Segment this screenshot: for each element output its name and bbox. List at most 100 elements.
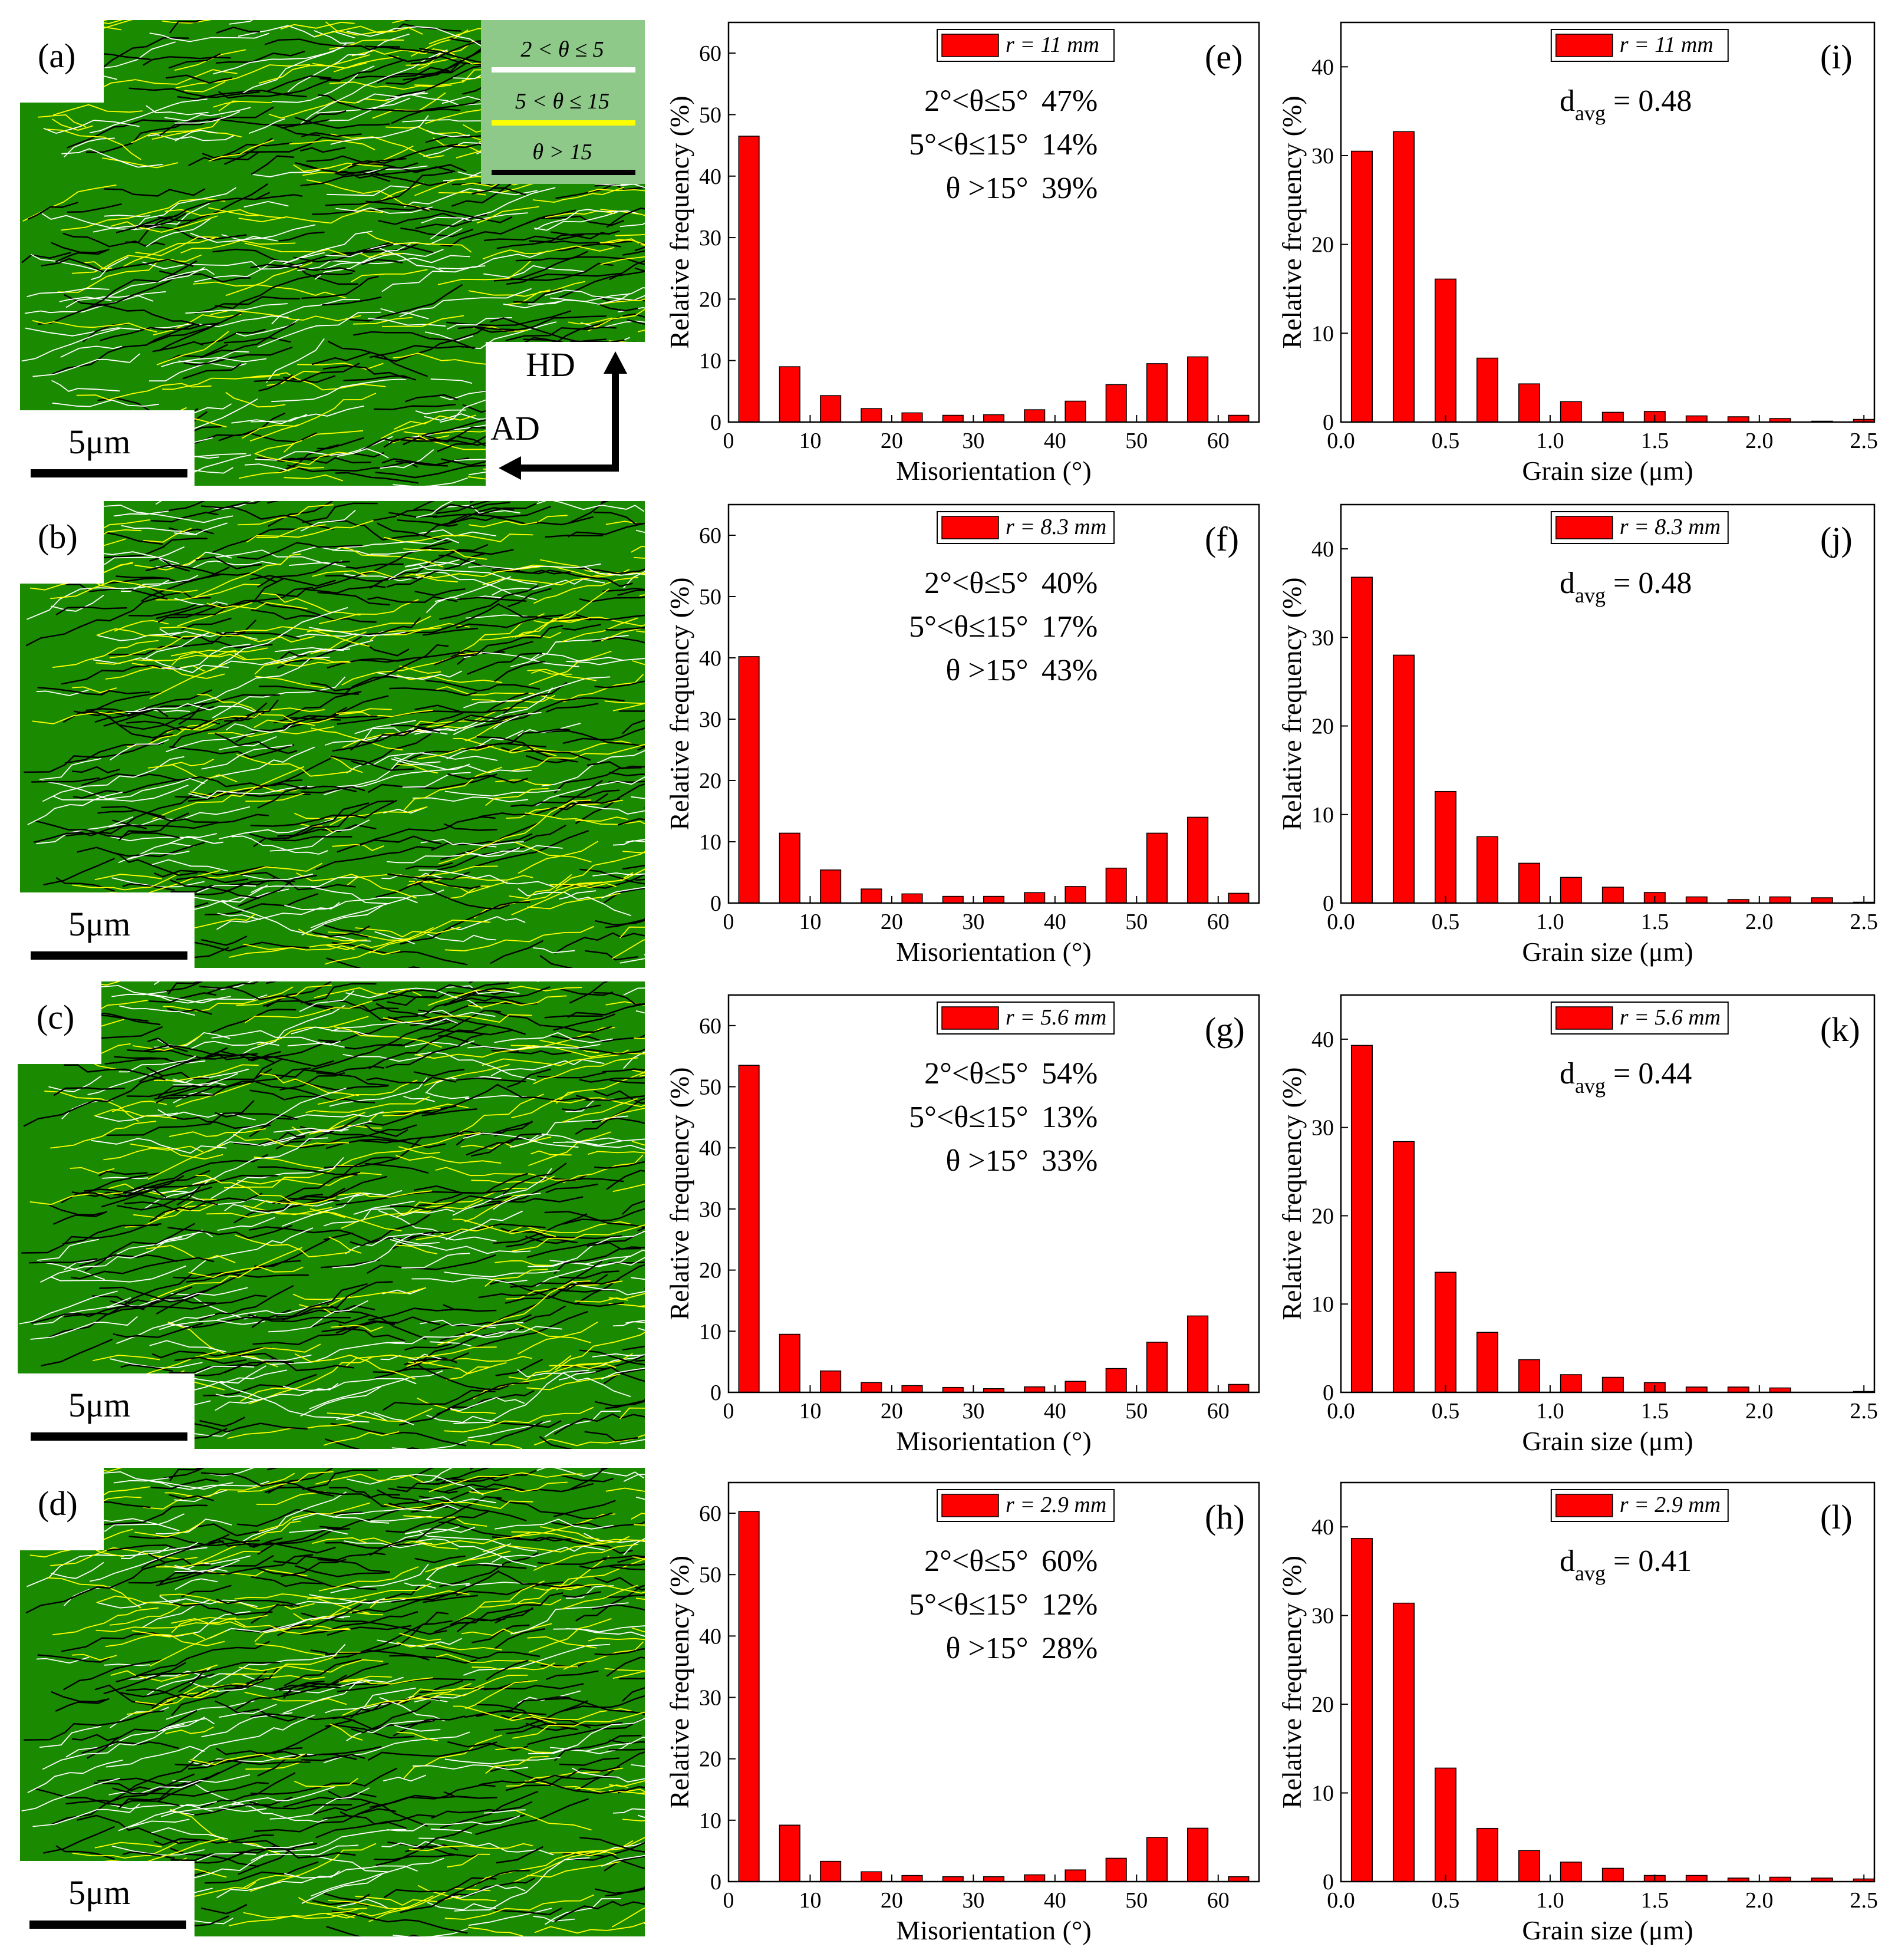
grain-boundary-line — [293, 1611, 384, 1621]
grain-boundary-line — [335, 206, 433, 214]
grain-boundary-line — [120, 1541, 199, 1559]
grain-boundary-line — [535, 209, 638, 230]
grain-boundary-line — [437, 1280, 591, 1346]
grain-boundary-line — [350, 727, 440, 751]
grain-boundary-line — [450, 505, 551, 523]
grain-boundary-line — [254, 1813, 360, 1833]
grain-boundary-line — [238, 1004, 345, 1057]
grain-boundary-line — [588, 1151, 645, 1155]
grain-boundary-line — [124, 1201, 179, 1212]
grain-boundary-line — [456, 1563, 527, 1569]
grain-boundary-line — [533, 947, 575, 954]
grain-boundary-line — [495, 1747, 552, 1753]
grain-boundary-line — [515, 841, 592, 863]
grain-boundary-line — [416, 501, 453, 518]
bar-g-1 — [779, 1333, 800, 1393]
grain-boundary-line — [527, 1636, 597, 1649]
grain-boundary-line — [474, 697, 625, 729]
grain-boundary-line — [361, 570, 459, 582]
grain-boundary-line — [544, 1411, 621, 1438]
grain-boundary-line — [468, 1908, 552, 1926]
grain-boundary-line — [135, 1685, 219, 1705]
davg-subscript: avg — [1575, 1562, 1606, 1585]
grain-boundary-line — [449, 1884, 526, 1899]
grain-boundary-line — [199, 1417, 246, 1427]
panel-letter-k: (k) — [1820, 1010, 1860, 1049]
grain-boundary-line — [128, 1570, 198, 1584]
grain-boundary-line — [287, 33, 410, 93]
grain-boundary-line — [533, 577, 639, 604]
grain-boundary-line — [510, 635, 629, 667]
grain-boundary-line — [510, 1027, 615, 1047]
y-tick-label: 40 — [1311, 1027, 1334, 1052]
grain-boundary-line — [271, 299, 360, 325]
grain-boundary-line — [116, 1323, 193, 1344]
grain-boundary-line — [72, 776, 216, 799]
grain-boundary-line — [48, 1204, 104, 1216]
grain-boundary-line — [169, 1058, 282, 1096]
grain-boundary-line — [310, 889, 444, 928]
grain-boundary-line — [369, 345, 476, 358]
stat-percent: 40% — [1042, 566, 1098, 600]
grain-boundary-line — [330, 1723, 414, 1739]
grain-boundary-line — [360, 1584, 421, 1603]
grain-boundary-line — [25, 1562, 166, 1614]
grain-boundary-line — [361, 1537, 459, 1550]
grain-boundary-line — [324, 1232, 434, 1243]
y-axis-title: Relative frequency (%) — [1277, 95, 1307, 348]
stat-percent: 47% — [1042, 84, 1098, 118]
grain-boundary-line — [275, 640, 374, 653]
grain-boundary-line — [569, 1468, 610, 1490]
grain-boundary-line — [464, 712, 528, 722]
grain-boundary-line — [326, 1926, 421, 1936]
grain-boundary-line — [260, 592, 361, 616]
grain-boundary-line — [300, 1386, 381, 1417]
grain-boundary-line — [51, 380, 120, 392]
grain-boundary-line — [472, 1662, 556, 1671]
letter-box — [18, 981, 101, 1064]
grain-boundary-line — [87, 1060, 206, 1095]
grain-boundary-line — [426, 1562, 503, 1580]
grain-boundary-line — [127, 1049, 258, 1060]
stat-range: 5°<θ≤15° — [909, 610, 1028, 644]
bar-f-8 — [1065, 886, 1086, 904]
grain-boundary-line — [143, 56, 231, 66]
grain-boundary-line — [330, 1563, 429, 1594]
grain-boundary-line — [84, 1223, 196, 1272]
grain-boundary-line — [449, 986, 551, 1003]
grain-boundary-line — [389, 687, 477, 697]
grain-boundary-line — [494, 1497, 613, 1520]
grain-boundary-line — [257, 786, 308, 809]
grain-boundary-line — [250, 1713, 355, 1722]
grain-boundary-line — [446, 1853, 490, 1868]
grain-boundary-line — [37, 687, 110, 696]
grain-boundary-line — [416, 1468, 454, 1485]
grain-boundary-line — [84, 504, 233, 523]
grain-boundary-line — [173, 1073, 238, 1086]
grain-boundary-line — [370, 549, 431, 555]
grain-boundary-line — [509, 874, 572, 900]
grain-boundary-line — [52, 1607, 159, 1636]
bar-g-0 — [738, 1065, 760, 1393]
x-tick-label: 1.0 — [1536, 1399, 1564, 1424]
legend-label: r = 11 mm — [1006, 32, 1099, 57]
grain-boundary-line — [141, 1533, 230, 1569]
grain-boundary-line — [511, 868, 645, 915]
y-tick-label: 20 — [1311, 714, 1334, 739]
grain-boundary-line — [216, 1088, 347, 1147]
grain-boundary-line — [317, 1079, 418, 1105]
x-tick-label: 50 — [1125, 1399, 1148, 1424]
grain-boundary-line — [374, 403, 456, 410]
bar-h-10 — [1146, 1837, 1168, 1882]
grain-boundary-line — [282, 1378, 417, 1392]
grain-boundary-line — [337, 448, 389, 459]
grain-boundary-line — [612, 1670, 645, 1679]
grain-boundary-line — [602, 1068, 645, 1073]
grain-boundary-line — [30, 1316, 138, 1340]
grain-boundary-line — [513, 288, 562, 304]
grain-boundary-line — [157, 1109, 256, 1121]
grain-boundary-line — [463, 1643, 611, 1676]
grain-boundary-line — [301, 275, 379, 299]
grain-boundary-line — [453, 687, 553, 736]
grain-boundary-line — [482, 569, 630, 586]
